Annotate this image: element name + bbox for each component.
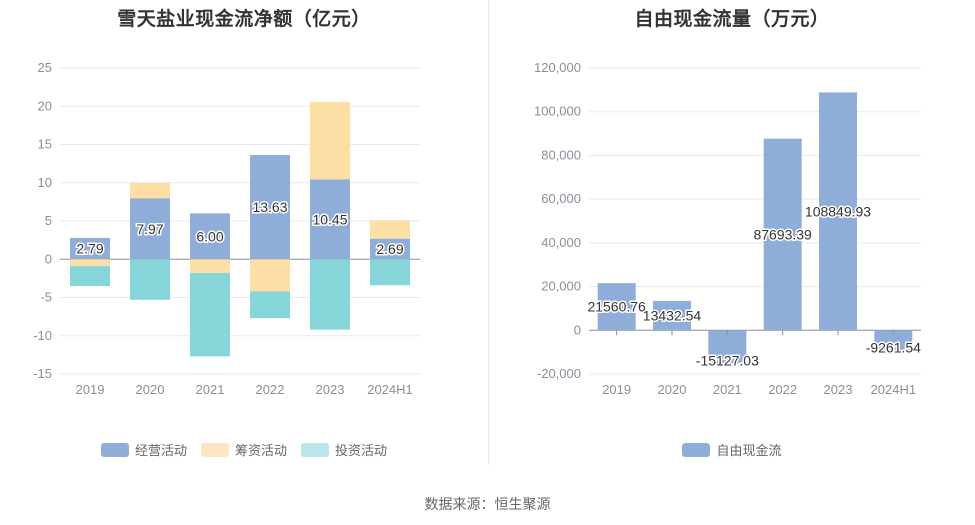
y-tick-label: 25 [38,60,52,75]
legend-label: 自由现金流 [716,443,782,458]
y-tick-label: 40,000 [541,235,581,250]
x-tick-label: 2020 [136,382,165,397]
bar-operating [190,213,230,260]
x-tick-label: 2023 [824,382,853,397]
bar-operating [70,237,110,260]
y-tick-label: 0 [574,322,581,337]
legend-swatch [200,442,229,457]
bar-operating [310,179,350,260]
panel-divider [488,0,489,465]
cash-flow-chart: 25 20 15 10 5 0 -5 -10 -15 2.79 2019 7.97 2020 6.00 20… [33,60,420,397]
x-tick-label: 2019 [602,382,631,397]
bar-operating [130,198,170,260]
x-tick-label: 2024H1 [871,382,917,397]
cash-flow-chart-panel: 雪天盐业现金流净额（亿元） 25 20 15 10 5 0 -5 -10 -15 2.79 2019… [0,0,488,470]
y-tick-label: 20,000 [541,279,581,294]
data-label: 108849.93 [805,203,871,219]
y-tick-label: 60,000 [541,191,581,206]
data-label: 6.00 [196,228,223,244]
bar-investing [190,273,230,357]
legend-swatch [100,442,129,457]
data-source-note: 数据来源：恒生聚源 [424,496,551,512]
y-tick-label: -15 [33,366,52,381]
data-label: 10.45 [312,211,347,227]
bar-financing [370,220,410,239]
y-tick-label: 5 [45,213,52,228]
bar-free-cash-flow [763,138,802,331]
x-tick-label: 2019 [76,382,105,397]
data-label: 13.63 [252,199,287,215]
bar-free-cash-flow [708,330,747,364]
x-tick-label: 2023 [316,382,345,397]
x-tick-label: 2022 [256,382,285,397]
legend: 自由现金流 [489,440,975,459]
free-cash-flow-chart-panel: 自由现金流量（万元） 120,000 100,000 80,000 60,000 40,… [489,0,975,470]
x-tick-label: 2021 [713,382,742,397]
data-label: -15127.03 [696,352,759,368]
y-tick-label: -5 [40,290,52,305]
chart-title: 自由现金流量（万元） [634,9,830,30]
legend-item-investing[interactable]: 投资活动 [301,440,387,459]
bar-financing [70,259,110,267]
bar-free-cash-flow [597,283,636,331]
legend-item-financing[interactable]: 筹资活动 [200,440,287,459]
legend-item-free-cash-flow[interactable]: 自由现金流 [682,440,782,459]
y-tick-label: 0 [45,251,52,266]
bar-financing [130,182,170,199]
bar-investing [250,291,290,319]
legend: 经营活动 筹资活动 投资活动 [0,440,488,459]
bar-financing [250,259,290,292]
free-cash-flow-chart: 120,000 100,000 80,000 60,000 40,000 20,000 0 -… [534,60,923,397]
data-label: 21560.76 [587,299,646,315]
data-label: -9261.54 [866,340,921,356]
x-tick-label: 2024H1 [367,382,413,397]
y-tick-label: -10 [33,328,52,343]
bar-financing [310,102,350,180]
chart-title: 雪天盐业现金流净额（亿元） [117,9,371,30]
data-label: 7.97 [136,221,163,237]
y-tick-label: 20 [38,98,52,113]
y-tick-label: 100,000 [534,104,581,119]
legend-label: 投资活动 [335,443,388,458]
legend-swatch [682,442,711,457]
bar-investing [310,259,350,330]
y-tick-label: -20,000 [537,366,581,381]
x-tick-label: 2020 [658,382,687,397]
legend-swatch [301,442,329,457]
x-tick-label: 2021 [196,382,225,397]
legend-item-operating[interactable]: 经营活动 [100,440,187,459]
x-tick-label: 2022 [768,382,797,397]
bar-financing [190,259,230,274]
bar-free-cash-flow [653,300,691,331]
legend-label: 筹资活动 [234,443,287,458]
data-label: 2.79 [76,241,103,257]
y-tick-label: 120,000 [534,60,581,75]
bar-investing [370,259,410,286]
y-tick-label: 15 [38,137,52,152]
bar-operating [250,154,290,260]
data-label: 87693.39 [753,226,812,242]
bar-free-cash-flow [874,330,913,351]
data-label: 2.69 [376,241,403,257]
y-tick-label: 10 [38,175,52,190]
bar-operating [370,238,410,260]
data-label: 13432.54 [643,308,702,324]
bar-investing [130,259,170,300]
bar-investing [70,266,110,287]
y-tick-label: 80,000 [541,147,581,162]
bar-free-cash-flow [819,92,857,331]
legend-label: 经营活动 [134,443,187,458]
